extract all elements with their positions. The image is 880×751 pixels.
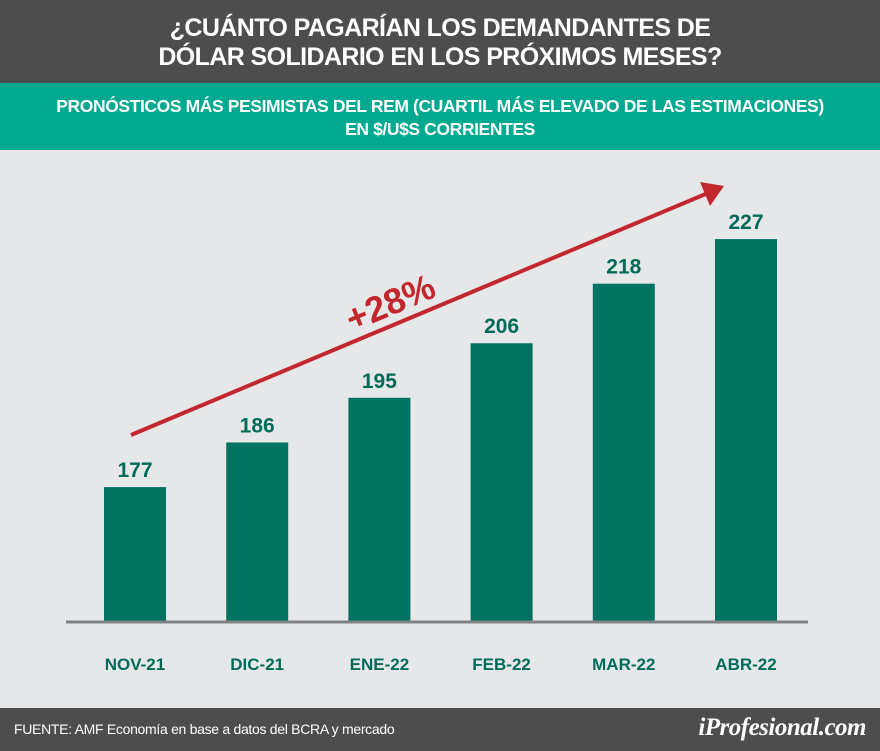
subtitle-line-1: PRONÓSTICOS MÁS PESIMISTAS DEL REM (CUAR… <box>56 96 824 116</box>
bar-dic-21 <box>226 442 289 621</box>
trend-arrow <box>130 182 724 437</box>
brand-logo: iProfesional.com <box>698 714 866 741</box>
chart-title: ¿CUÁNTO PAGARÍAN LOS DEMANDANTES DE DÓLA… <box>0 0 880 72</box>
data-label: 186 <box>240 414 275 437</box>
arrow-head-icon <box>700 182 724 206</box>
data-label: 218 <box>606 256 641 279</box>
x-tick-label: ENE-22 <box>350 655 410 674</box>
bar-feb-22 <box>470 343 533 621</box>
data-label: 227 <box>728 211 763 234</box>
bar-mar-22 <box>592 283 655 621</box>
x-tick-label: MAR-22 <box>592 655 655 674</box>
subtitle-band: PRONÓSTICOS MÁS PESIMISTAS DEL REM (CUAR… <box>0 83 880 150</box>
x-tick-label: DIC-21 <box>230 655 284 674</box>
data-label: 206 <box>484 315 519 338</box>
bar-abr-22 <box>715 239 777 621</box>
subtitle-line-2: EN $/U$S CORRIENTES <box>345 119 535 139</box>
title-band: ¿CUÁNTO PAGARÍAN LOS DEMANDANTES DE DÓLA… <box>0 0 880 83</box>
x-tick-label: NOV-21 <box>105 655 165 674</box>
bar-nov-21 <box>104 487 166 621</box>
title-line-2: DÓLAR SOLIDARIO EN LOS PRÓXIMOS MESES? <box>158 43 722 71</box>
title-line-1: ¿CUÁNTO PAGARÍAN LOS DEMANDANTES DE <box>169 14 711 42</box>
data-label: 195 <box>362 370 397 393</box>
x-tick-label: ABR-22 <box>715 655 776 674</box>
bar-chart: 177 NOV-21 186 DIC-21 195 ENE-22 206 FEB-22 218 M… <box>66 182 808 674</box>
chart-subtitle: PRONÓSTICOS MÁS PESIMISTAS DEL REM (CUAR… <box>0 83 880 141</box>
x-tick-label: FEB-22 <box>472 655 531 674</box>
footer: FUENTE: AMF Economía en base a datos del… <box>0 708 880 751</box>
source-note: FUENTE: AMF Economía en base a datos del… <box>14 721 395 737</box>
bar-ene-22 <box>348 397 411 621</box>
data-label: 177 <box>117 459 152 482</box>
